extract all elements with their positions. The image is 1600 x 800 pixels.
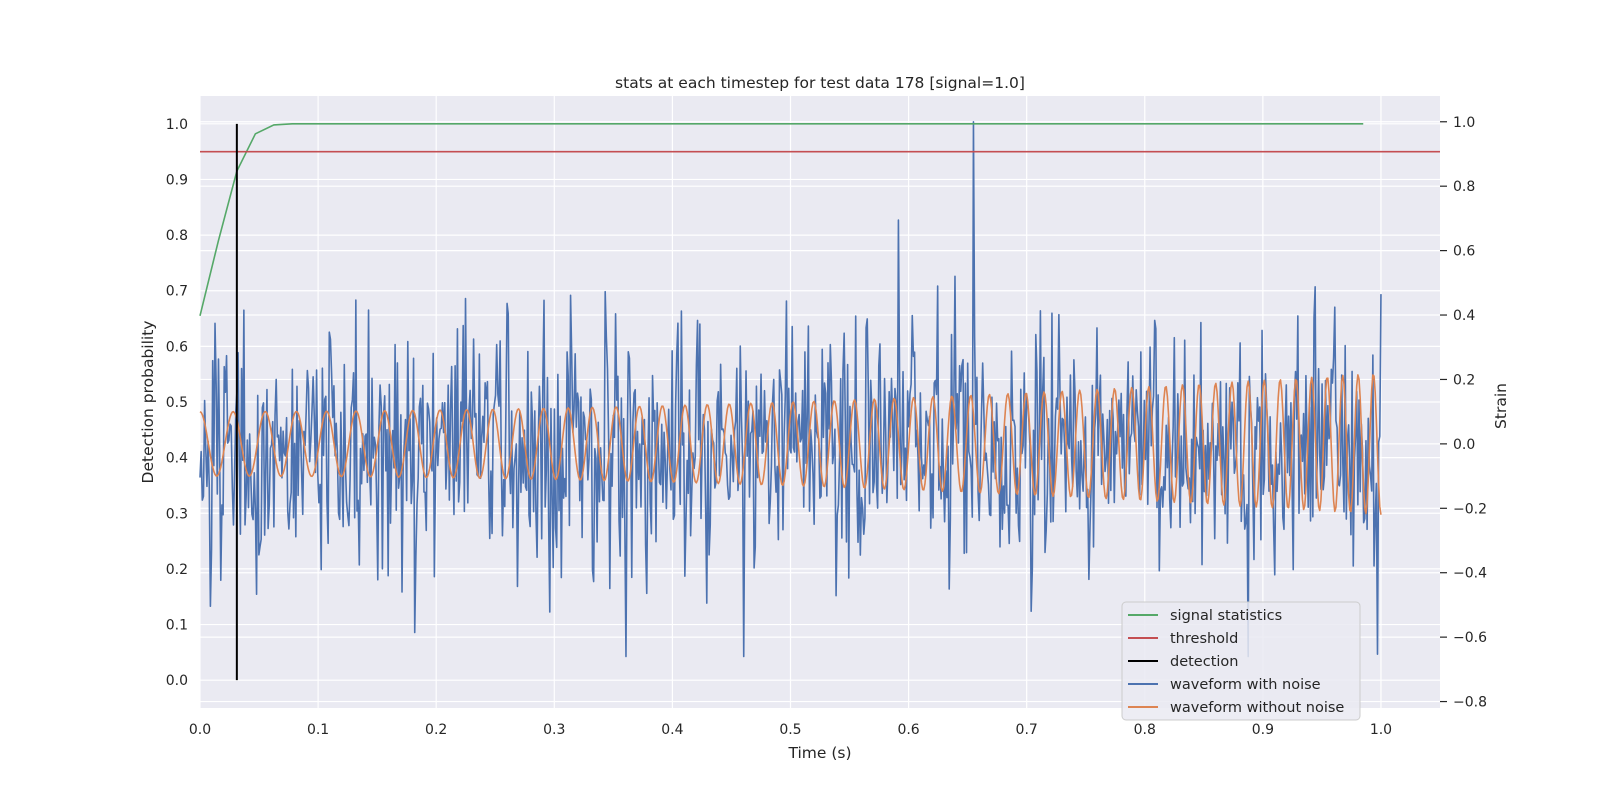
x-tick-label: 0.3 xyxy=(543,722,565,738)
y-right-tick-label: −0.8 xyxy=(1453,695,1487,711)
y-left-tick-label: 0.0 xyxy=(166,673,188,689)
x-axis-label: Time (s) xyxy=(787,744,851,762)
y-left-tick-label: 0.4 xyxy=(166,451,188,467)
y-right-tick-label: 0.2 xyxy=(1453,372,1475,388)
y-right-tick-label: −0.6 xyxy=(1453,630,1487,646)
x-tick-label: 0.5 xyxy=(779,722,801,738)
y-left-tick-label: 0.7 xyxy=(166,284,188,300)
y-right-tick-label: −0.4 xyxy=(1453,566,1487,582)
x-tick-label: 0.8 xyxy=(1134,722,1156,738)
y-right-tick-label: 0.4 xyxy=(1453,308,1475,324)
x-tick-label: 1.0 xyxy=(1370,722,1392,738)
legend-label-detection: detection xyxy=(1170,654,1238,670)
legend-label-threshold: threshold xyxy=(1170,631,1238,647)
x-tick-label: 0.4 xyxy=(661,722,683,738)
y-right-tick-label: 1.0 xyxy=(1453,115,1475,131)
x-tick-label: 0.7 xyxy=(1016,722,1038,738)
series-line-waveform-without-noise xyxy=(199,374,1382,515)
series-layer xyxy=(199,120,1440,681)
x-tick-label: 0.2 xyxy=(425,722,447,738)
y-left-tick-label: 0.6 xyxy=(166,339,188,355)
legend-label-signal-statistics: signal statistics xyxy=(1170,608,1282,624)
series-line-signal-statistics xyxy=(199,123,1364,316)
y-left-tick-label: 0.3 xyxy=(166,506,188,522)
y-right-tick-label: 0.0 xyxy=(1453,437,1475,453)
x-tick-label: 0.6 xyxy=(897,722,919,738)
tick-layer: 0.0 0.1 0.2 0.3 0.4 0.5 0.6 0.7 0.8 0.9 1.0 0.0 0.1 0… xyxy=(166,115,1487,738)
x-tick-label: 0.9 xyxy=(1252,722,1274,738)
y-left-tick-label: 0.8 xyxy=(166,228,188,244)
y-left-tick-label: 0.9 xyxy=(166,172,188,188)
y-right-tick-label: −0.2 xyxy=(1453,501,1487,517)
legend-label-waveform-without-noise: waveform without noise xyxy=(1170,700,1344,716)
series-line-waveform-with-noise xyxy=(199,120,1382,658)
chart-title: stats at each timestep for test data 178… xyxy=(615,74,1025,92)
y-left-tick-label: 0.5 xyxy=(166,395,188,411)
y-left-tick-label: 1.0 xyxy=(166,117,188,133)
y-left-tick-label: 0.1 xyxy=(166,618,188,634)
legend-label-waveform-with-noise: waveform with noise xyxy=(1170,677,1321,693)
y-axis-right-label: Strain xyxy=(1492,383,1510,429)
legend: signal statistics threshold detection wa… xyxy=(1121,601,1361,721)
y-left-tick-label: 0.2 xyxy=(166,562,188,578)
x-tick-label: 0.0 xyxy=(189,722,211,738)
y-right-tick-label: 0.8 xyxy=(1453,179,1475,195)
x-tick-label: 0.1 xyxy=(307,722,329,738)
y-axis-left-label: Detection probability xyxy=(139,321,157,484)
legend-box xyxy=(1121,601,1361,721)
y-right-tick-label: 0.6 xyxy=(1453,244,1475,260)
